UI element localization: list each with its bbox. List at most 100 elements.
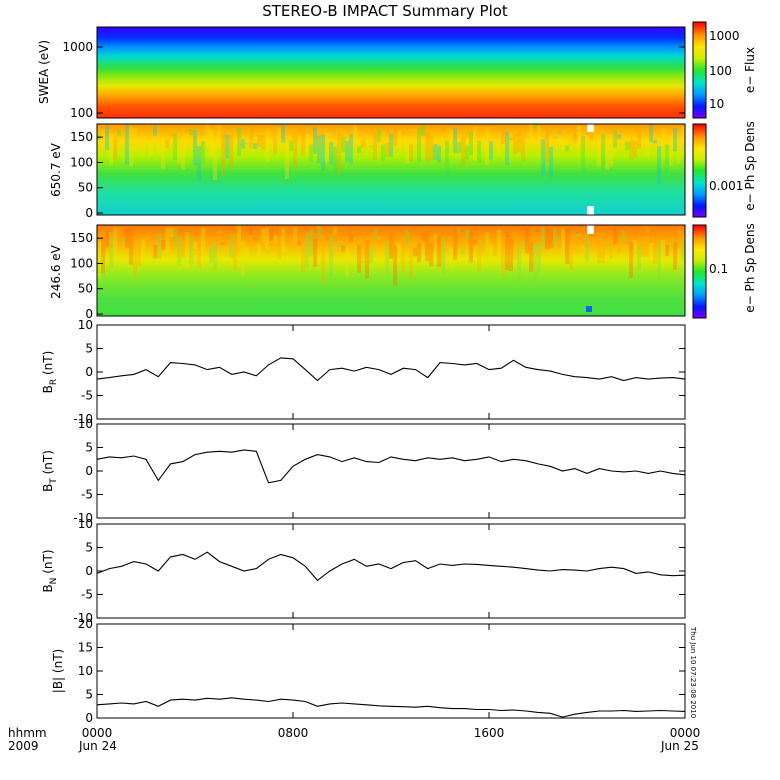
heatmap-stripe [185,134,189,146]
heatmap-stripe [645,226,649,257]
heatmap-stripe [581,136,585,175]
pad246-texture [97,225,685,286]
heatmap-stripe [657,145,661,185]
heatmap-stripe [557,131,561,134]
swea-colorbar [692,21,707,119]
pad246-ytick-label: 0 [85,307,93,321]
heatmap-stripe [433,144,437,160]
bmag-ytick-label: 10 [78,664,93,678]
heatmap-stripe [165,138,169,149]
heatmap-stripe [389,133,393,157]
heatmap-stripe [233,233,237,271]
heatmap-stripe [373,132,377,160]
heatmap-stripe [601,239,605,263]
year-label: 2009 [8,739,39,753]
heatmap-stripe [637,245,641,270]
heatmap-stripe [413,129,417,131]
heatmap-stripe [173,133,177,160]
pad246-ytick-label: 100 [70,256,93,270]
heatmap-stripe [465,229,469,240]
heatmap-stripe [549,146,553,178]
heatmap-stripe [441,125,445,132]
heatmap-stripe [649,242,653,260]
heatmap-stripe [681,126,685,142]
heatmap-stripe [197,235,201,269]
heatmap-stripe [609,134,613,167]
heatmap-stripe [553,136,557,138]
heatmap-stripe [221,134,225,175]
heatmap-stripe [557,245,561,249]
heatmap-stripe [105,125,109,150]
br-ylabel: BR (nT) [41,351,59,394]
heatmap-stripe [473,126,477,161]
heatmap-stripe [381,238,385,242]
heatmap-stripe [185,232,189,269]
swea-cbar-label: e− Flux [743,47,757,93]
heatmap-stripe [109,133,113,166]
heatmap-stripe [405,140,409,164]
heatmap-stripe [485,232,489,254]
heatmap-stripe [537,242,541,274]
heatmap-stripe [289,140,293,152]
heatmap-stripe [229,233,233,258]
plot-title: STEREO-B IMPACT Summary Plot [262,2,508,20]
heatmap-stripe [509,238,513,272]
heatmap-stripe [317,225,321,239]
heatmap-stripe [225,239,229,245]
heatmap-stripe [321,134,325,171]
heatmap-stripe [621,135,625,145]
bn-series-line [96,551,686,582]
heatmap-stripe [445,140,449,180]
heatmap-stripe [329,235,333,277]
heatmap-stripe [129,126,133,166]
pad650-texture [97,124,685,185]
heatmap-stripe [277,239,281,260]
heatmap-stripe [285,140,289,179]
heatmap-stripe [657,240,661,279]
end-date-label: Jun 25 [660,739,699,753]
heatmap-stripe [121,238,125,243]
heatmap-stripe [553,227,557,246]
heatmap-stripe [545,227,549,250]
heatmap-stripe [377,237,381,239]
heatmap-stripe [421,233,425,242]
heatmap-stripe [369,247,373,264]
heatmap-stripe [173,227,177,246]
heatmap-stripe [585,233,589,262]
heatmap-stripe [473,239,477,245]
heatmap-stripe [613,226,617,245]
pad650-gap-low [587,206,594,215]
heatmap-stripe [293,227,297,243]
heatmap-stripe [517,131,521,153]
heatmap-stripe [113,227,117,256]
heatmap-stripe [361,242,365,264]
heatmap-stripe [437,145,441,163]
pad246-ytick-label: 150 [70,231,93,245]
heatmap-stripe [597,133,601,167]
heatmap-stripe [125,228,129,249]
heatmap-stripe [341,245,345,253]
heatmap-stripe [157,144,161,154]
heatmap-stripe [337,134,341,174]
heatmap-stripe [425,131,429,162]
heatmap-stripe [329,141,333,165]
pad650-heatmap [97,124,685,215]
heatmap-stripe [465,145,469,160]
heatmap-stripe [281,124,285,143]
heatmap-stripe [253,142,257,149]
heatmap-stripe [325,133,329,163]
heatmap-stripe [205,124,209,140]
heatmap-stripe [117,129,121,136]
heatmap-stripe [665,144,669,181]
line-panels: 10 5 0 -5 -10 BR (nT) 10 5 0 -5 -10 BT (nT) 10 5 0 -5 -1… [41,318,686,725]
heatmap-stripe [381,144,385,161]
heatmap-stripe [517,245,521,286]
heatmap-stripe [401,235,405,273]
heatmap-stripe [577,234,581,237]
heatmap-stripe [301,130,305,156]
heatmap-stripe [101,129,105,151]
heatmap-stripe [525,229,529,254]
heatmap-stripe [653,236,657,264]
heatmap-stripe [541,139,545,176]
bmag-ytick-label: 20 [78,617,93,631]
